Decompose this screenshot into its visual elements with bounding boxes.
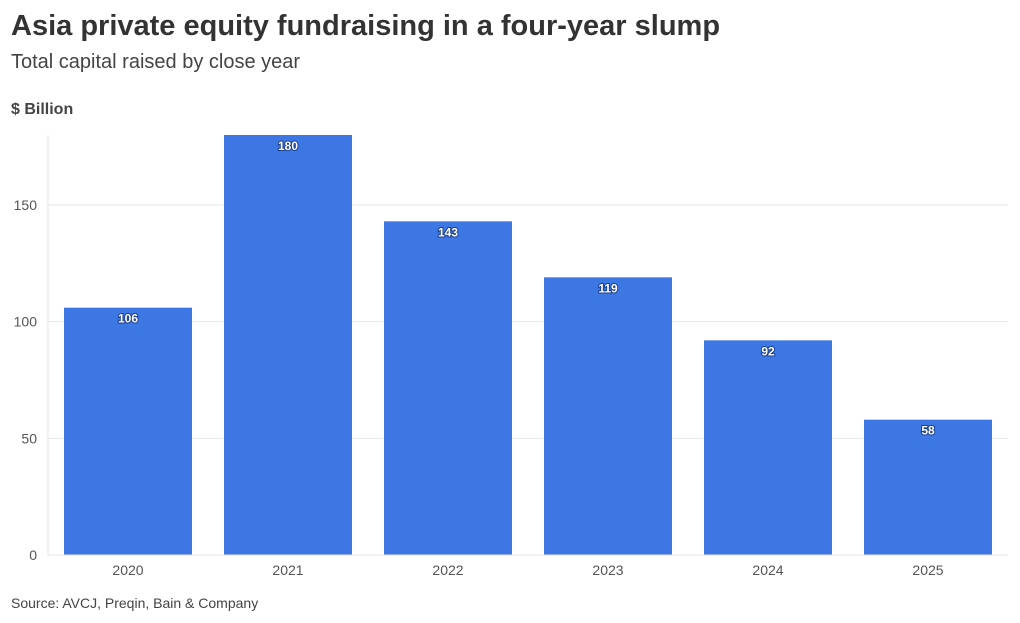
x-tick-label: 2024 <box>752 562 783 578</box>
x-tick-label: 2025 <box>912 562 943 578</box>
bar-value-label: 106 <box>118 312 138 326</box>
bar-2025 <box>864 419 992 555</box>
bar-2023 <box>544 277 672 555</box>
bars <box>64 135 992 556</box>
source-note: Source: AVCJ, Preqin, Bain & Company <box>11 595 259 611</box>
bar-value-label: 143 <box>438 225 458 239</box>
bar-value-label: 92 <box>761 344 775 358</box>
bar-value-label: 58 <box>921 424 935 438</box>
gridlines <box>48 204 1008 439</box>
x-tick-label: 2023 <box>592 562 623 578</box>
x-tick-label: 2022 <box>432 562 463 578</box>
bar-value-label: 119 <box>598 281 618 295</box>
x-tick-label: 2021 <box>272 562 303 578</box>
y-tick-label: 150 <box>14 197 38 213</box>
y-tick-label: 100 <box>14 314 38 330</box>
bar-value-labels: 106 180 143 119 92 58 <box>117 138 936 439</box>
y-axis-unit-label: $ Billion <box>11 101 74 118</box>
axes: 0 50 100 150 2020 2021 2022 2023 2024 2025 <box>14 135 1008 578</box>
chart-subtitle: Total capital raised by close year <box>11 51 301 73</box>
bar-2024 <box>704 340 832 555</box>
y-tick-label: 50 <box>21 430 37 446</box>
bar-2021 <box>224 135 352 555</box>
y-tick-label: 0 <box>29 547 37 563</box>
bar-2020 <box>64 307 192 555</box>
chart-title: Asia private equity fundraising in a fou… <box>11 10 721 42</box>
bar-2022 <box>384 221 512 556</box>
bar-value-label: 180 <box>278 139 298 153</box>
x-tick-label: 2020 <box>112 562 143 578</box>
